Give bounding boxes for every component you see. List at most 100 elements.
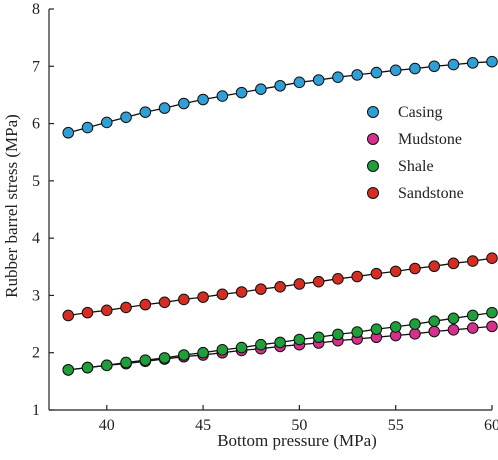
data-point [178, 97, 190, 110]
series-casing [62, 55, 498, 139]
data-point [139, 354, 152, 366]
data-point [447, 324, 460, 336]
data-point [81, 361, 94, 374]
data-point [409, 262, 421, 275]
y-tick-label: 8 [32, 1, 40, 18]
data-point [274, 79, 286, 92]
data-point [120, 301, 132, 314]
data-point [197, 93, 209, 106]
y-tick-label: 1 [32, 402, 40, 419]
data-point [293, 333, 306, 346]
data-point [216, 344, 229, 356]
data-point [428, 315, 441, 328]
data-point [409, 318, 421, 330]
data-point [428, 60, 441, 73]
data-point [389, 64, 402, 77]
data-point [100, 116, 113, 129]
legend-label: Casing [398, 104, 442, 121]
data-point [197, 346, 209, 359]
axes [48, 9, 492, 411]
data-point [120, 111, 132, 124]
data-point [486, 55, 498, 68]
data-point [447, 257, 460, 270]
data-point [274, 281, 286, 293]
data-point [255, 338, 267, 351]
data-point [139, 106, 152, 118]
data-point [235, 86, 248, 99]
data-point [158, 296, 171, 309]
data-point [389, 265, 402, 278]
data-point [466, 255, 479, 267]
data-point [235, 341, 248, 354]
data-point [428, 260, 441, 273]
y-tick-label: 5 [32, 173, 40, 190]
data-point [158, 352, 171, 364]
x-tick-label: 55 [388, 417, 404, 434]
legend-label: Sandstone [398, 185, 464, 202]
data-point [100, 359, 113, 372]
data-point [235, 286, 248, 298]
data-point [178, 349, 190, 361]
data-point [62, 364, 75, 376]
data-point [370, 267, 383, 280]
data-point [409, 328, 421, 340]
data-point [216, 90, 229, 102]
data-point [332, 273, 344, 285]
data-point [100, 304, 113, 317]
data-point [332, 328, 344, 341]
data-point [216, 288, 229, 301]
data-point [120, 356, 132, 369]
data-point [178, 293, 190, 306]
data-point [274, 336, 286, 349]
legend-marker [367, 160, 379, 172]
data-point [62, 309, 75, 322]
legend: Casing Mudstone Shale Sandstone [367, 104, 464, 202]
x-tick-label: 40 [99, 417, 115, 434]
data-point [466, 309, 479, 322]
data-point [332, 71, 344, 83]
data-point [370, 323, 383, 336]
y-axis-title: Rubber barrel stress (MPa) [2, 114, 21, 298]
data-point [351, 69, 363, 81]
x-axis-title: Bottom pressure (MPa) [217, 431, 377, 450]
legend-marker [367, 187, 379, 199]
x-tick-label: 50 [291, 417, 307, 434]
data-point [312, 331, 325, 344]
legend-marker [367, 133, 379, 145]
x-tick-label: 45 [195, 417, 211, 434]
data-point [389, 321, 402, 333]
y-tick-label: 3 [32, 287, 40, 304]
data-point [466, 57, 479, 69]
data-point [428, 325, 441, 338]
data-point [312, 74, 325, 86]
data-point [370, 66, 383, 79]
data-point [158, 102, 171, 114]
data-point [255, 83, 267, 95]
data-point [62, 126, 75, 139]
data-point [486, 306, 498, 319]
y-tick-label: 6 [32, 116, 40, 133]
series-layer [62, 55, 498, 376]
data-point [351, 326, 363, 338]
data-point [293, 278, 306, 290]
data-point [81, 121, 94, 134]
y-tick-label: 4 [32, 230, 40, 247]
data-point [486, 252, 498, 264]
series-line [68, 61, 493, 134]
data-point [466, 322, 479, 334]
data-point [447, 58, 460, 71]
data-point [139, 298, 152, 311]
series-sandstone [62, 252, 498, 322]
data-point [447, 312, 460, 325]
x-tick-label: 60 [484, 417, 498, 434]
data-point [81, 306, 94, 319]
legend-label: Shale [398, 158, 434, 175]
y-tick-label: 7 [32, 58, 40, 75]
data-point [409, 62, 421, 75]
data-point [293, 76, 306, 89]
data-point [197, 291, 209, 303]
y-tick-label: 2 [32, 345, 40, 362]
data-point [255, 283, 267, 295]
